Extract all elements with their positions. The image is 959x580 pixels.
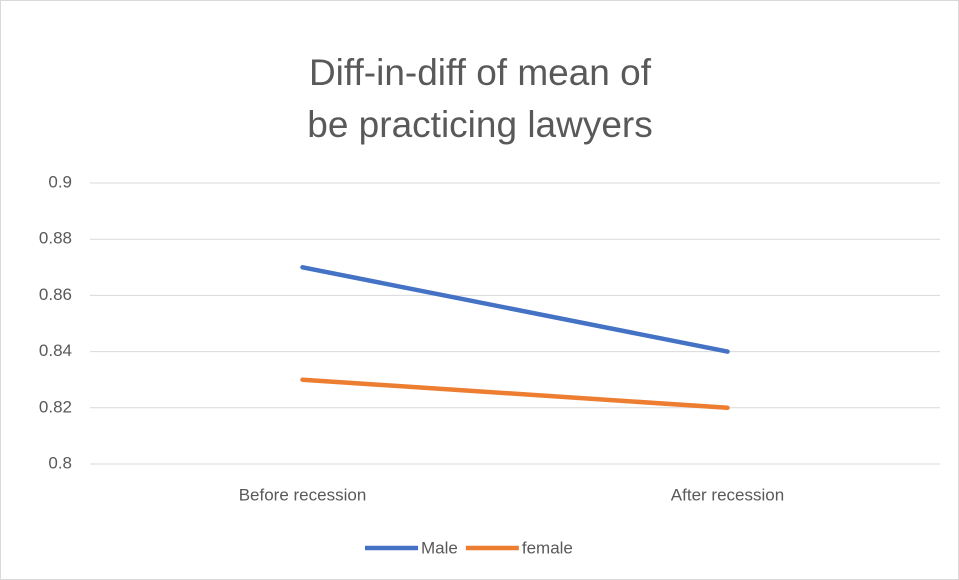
- y-tick-label: 0.82: [39, 397, 72, 416]
- legend-label: Male: [421, 538, 458, 557]
- y-tick-label: 0.9: [48, 172, 72, 191]
- x-tick-label: After recession: [671, 485, 784, 504]
- y-tick-label: 0.88: [39, 229, 72, 248]
- y-tick-label: 0.8: [48, 453, 72, 472]
- legend-label: female: [522, 538, 573, 557]
- series-line: [300, 265, 730, 354]
- x-tick-label: Before recession: [239, 485, 367, 504]
- y-tick-label: 0.86: [39, 285, 72, 304]
- chart-title: Diff-in-diff of mean of: [309, 52, 652, 93]
- y-tick-label: 0.84: [39, 341, 72, 360]
- series-line: [300, 377, 730, 411]
- chart-title: be practicing lawyers: [307, 104, 652, 145]
